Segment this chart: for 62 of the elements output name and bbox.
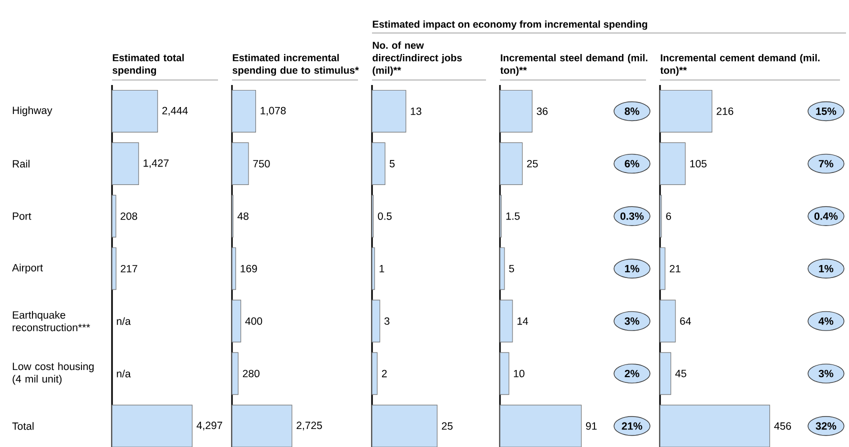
text: 1% <box>819 264 834 272</box>
text: 15% <box>816 108 836 115</box>
y-tick-label: Airport <box>12 264 43 274</box>
data-label: 400 <box>245 317 262 325</box>
data-label: 216 <box>716 108 734 115</box>
text: 1% <box>625 264 640 272</box>
text: 32% <box>816 422 836 430</box>
text: 3% <box>818 370 834 378</box>
data-label: 2 <box>382 370 387 378</box>
data-label: 2,725 <box>296 422 322 430</box>
y-tick-label: Rail <box>12 160 30 168</box>
text: 0.3% <box>620 212 644 220</box>
y-tick-label: Total <box>12 422 34 430</box>
data-label: 208 <box>120 212 138 220</box>
data-label: 45 <box>675 370 686 378</box>
data-label: 36 <box>536 108 548 115</box>
data-label: 3 <box>384 317 390 325</box>
data-label: 169 <box>240 264 257 272</box>
y-tick-label: Low cost housing (4 mil unit) <box>12 362 94 385</box>
data-label: 25 <box>442 422 453 430</box>
text: Estimated impact on economy from incremental spending <box>372 20 648 30</box>
data-label: 13 <box>410 108 422 115</box>
y-tick-label: Earthquake reconstruction*** <box>12 310 90 332</box>
data-label: 2,444 <box>162 106 188 116</box>
text: 7% <box>818 160 834 168</box>
text: n/a <box>116 370 131 378</box>
data-label: 280 <box>242 370 260 378</box>
y-tick-label: Highway <box>12 106 52 116</box>
y-tick-label: Port <box>12 212 32 220</box>
data-label: 64 <box>680 317 691 325</box>
data-label: 1.5 <box>506 212 520 220</box>
text: 8% <box>624 108 640 115</box>
chart-title: Estimated incremental spending due to stimulus* <box>232 54 359 76</box>
data-label: 750 <box>253 160 270 168</box>
data-label: 25 <box>527 160 538 168</box>
data-label: 10 <box>514 370 524 378</box>
chart-title: Estimated total spending <box>112 54 184 76</box>
data-label: 21 <box>670 264 680 272</box>
data-label: 217 <box>120 264 138 272</box>
data-label: 105 <box>690 160 707 168</box>
text: 6% <box>624 160 640 168</box>
data-label: 14 <box>518 317 528 325</box>
data-label: 1,078 <box>260 106 286 116</box>
chart-title: No. of new direct/indirect jobs (mil)** <box>372 41 462 76</box>
text: n/a <box>116 317 131 325</box>
chart-title: Incremental steel demand (mil. ton)** <box>500 54 648 76</box>
data-label: 91 <box>586 422 597 430</box>
data-label: 1,427 <box>144 159 169 168</box>
data-label: 5 <box>390 160 395 168</box>
data-label: 0.5 <box>378 212 392 220</box>
data-label: 4,297 <box>196 422 222 430</box>
text: 2% <box>624 370 640 378</box>
data-label: 456 <box>774 422 791 430</box>
chart-title: Incremental cement demand (mil. ton)** <box>660 54 820 76</box>
text: 4% <box>818 317 834 325</box>
data-label: 6 <box>666 212 672 220</box>
data-label: 1 <box>380 265 384 272</box>
data-label: 48 <box>238 212 248 220</box>
text: 3% <box>624 317 640 325</box>
text: 21% <box>622 422 642 430</box>
data-label: 5 <box>509 264 514 272</box>
text: 0.4% <box>814 212 838 220</box>
